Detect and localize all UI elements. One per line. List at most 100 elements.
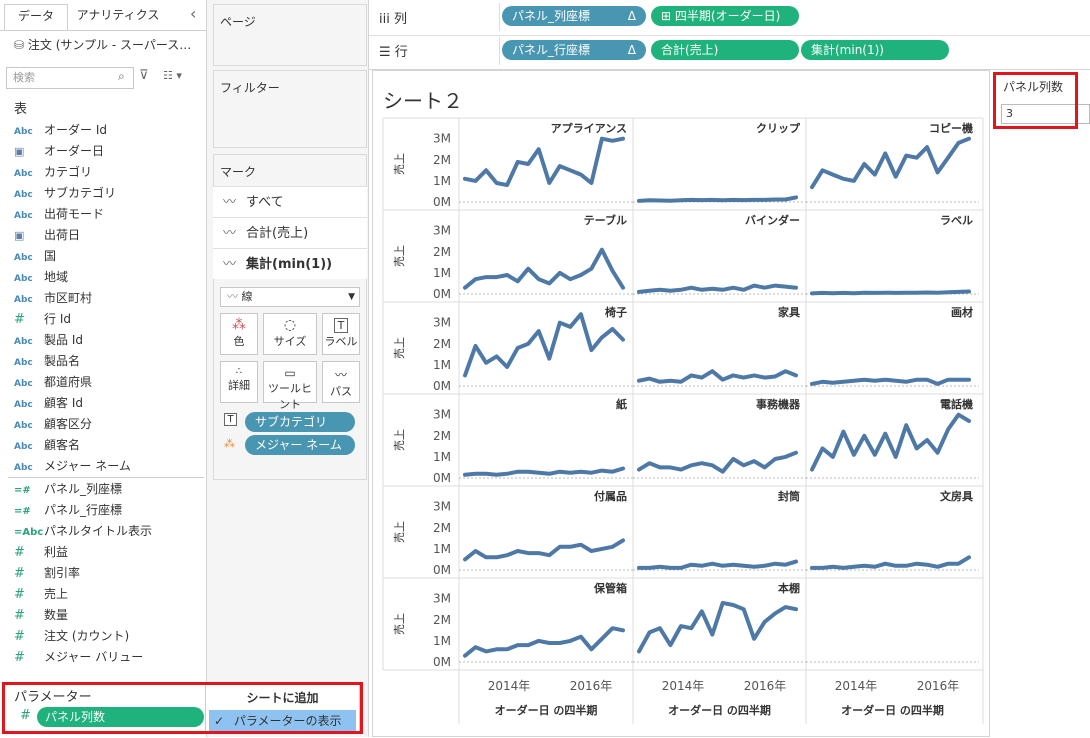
collapse-pane-icon[interactable]: ‹ [190,4,197,23]
mark-type-select[interactable]: 〰 線 ▼ [220,287,360,307]
view-area: シート２ 売上 0M 1M 2M 3M アプライアンス クリップ コピー機 売上 0M 1M 2M 3M… [372,70,990,737]
marks-agg-min[interactable]: 〰集計(min(1)) [213,248,367,279]
marks-sum-sales[interactable]: 〰合計(売上) [213,217,367,248]
field-item[interactable]: # 行 Id [14,309,71,330]
line-icon: 〰 [227,290,238,303]
view-options-icon[interactable]: ☷ ▾ [163,69,182,82]
field-item[interactable]: # 売上 [14,584,68,605]
plus-box-icon: ⊞ [661,9,672,23]
string-icon: Abc [14,379,33,389]
path-button[interactable]: 〰パス [322,361,360,403]
mark-pill-measure-names[interactable]: メジャー ネーム [245,435,355,455]
size-button[interactable]: ◌ サイズ [263,313,317,355]
field-label: 国 [44,249,57,263]
calendar-icon: ▣ [14,229,25,242]
field-item[interactable]: # 数量 [14,605,68,626]
y-tick-label: 2M [433,153,451,167]
y-tick-label: 2M [433,521,451,535]
field-item[interactable]: Abc 地域 [14,267,68,288]
search-input[interactable]: 検索 [6,67,134,89]
panel-title: 事務機器 [756,397,801,411]
detail-button[interactable]: ∴ 詳細 [220,361,258,403]
field-item[interactable]: # 利益 [14,542,68,563]
detail-icon: ∴ [235,366,243,377]
field-item[interactable]: =# パネル_列座標 [14,479,122,500]
x-tick-label: 2014年 [488,679,531,693]
tooltip-button[interactable]: ▭ ツールヒント [263,361,317,411]
field-item[interactable]: Abc メジャー ネーム [14,456,131,477]
columns-shelf[interactable] [499,3,1090,31]
rows-shelf-label: ☰ 行 [379,45,408,60]
line-icon: 〰 [223,195,237,210]
field-item[interactable]: =Abcパネルタイトル表示 [14,521,152,542]
number-icon: # [14,587,25,602]
field-item[interactable]: Abc 市区町村 [14,288,92,309]
number-icon: # [14,629,25,644]
tab-data[interactable]: データ [4,4,68,30]
shelves: iii 列 パネル_列座標 Δ ⊞ 四半期(オーダー日) ☰ 行 パネル_行座標 Δ… [369,0,1090,70]
field-item[interactable]: Abc 国 [14,246,56,267]
panel-title: ラベル [940,214,973,227]
menu-item-show-parameter[interactable]: ✓ パラメーターの表示 [209,710,356,732]
filter-icon[interactable]: ⊽ [139,68,149,83]
columns-shelf-label: iii 列 [379,12,407,27]
mark-pill-subcategory[interactable]: サブカテゴリ [245,412,355,432]
field-item[interactable]: ▣ 出荷日 [14,225,80,246]
field-label: パネル_列座標 [44,482,123,496]
string-icon: Abc [14,274,33,284]
string-icon: Abc [14,358,33,368]
label-button[interactable]: T ラベル [322,313,360,355]
row-pill-sum-sales[interactable]: 合計(売上) [651,40,799,60]
panel-title: 家具 [778,305,800,319]
field-item[interactable]: =# パネル_行座標 [14,500,122,521]
y-tick-label: 1M [433,358,451,372]
field-item[interactable]: Abc サブカテゴリ [14,183,116,204]
panel-title: 椅子 [605,305,627,319]
y-axis-label: 売上 [393,429,406,451]
field-item[interactable]: Abc 顧客 Id [14,393,83,414]
field-item[interactable]: # 割引率 [14,563,80,584]
field-item[interactable]: Abc カテゴリ [14,162,92,183]
series-line [637,600,798,654]
panel-title: クリップ [756,121,801,135]
datasource-name[interactable]: ⛁ 注文 (サンプル - スーパース… [14,38,192,52]
y-tick-label: 3M [433,316,451,330]
marks-all[interactable]: 〰すべて [213,186,367,217]
field-item[interactable]: Abc 製品 Id [14,330,83,351]
field-item[interactable]: Abc オーダー Id [14,120,107,141]
rows-shelf[interactable] [499,37,1090,65]
row-pill-agg-min[interactable]: 集計(min(1)) [801,40,949,60]
y-tick-label: 0M [433,195,451,209]
line-icon: 〰 [223,226,237,241]
color-icon: ⁂ [232,317,246,333]
series-line [637,283,798,294]
series-line [637,369,798,384]
row-pill-panel-row[interactable]: パネル_行座標 Δ [502,40,646,60]
filters-shelf[interactable]: フィルター [213,70,367,148]
col-pill-panel-col[interactable]: パネル_列座標 Δ [502,6,646,26]
field-item[interactable]: Abc 顧客名 [14,435,80,456]
series-line [637,559,798,570]
field-item[interactable]: ▣ オーダー日 [14,141,104,162]
col-pill-quarter[interactable]: ⊞ 四半期(オーダー日) [651,6,799,26]
color-button[interactable]: ⁂ 色 [220,313,258,355]
size-icon: ◌ [283,317,297,333]
field-item[interactable]: Abc 都道府県 [14,372,92,393]
field-item[interactable]: Abc 製品名 [14,351,80,372]
string-icon: Abc [14,421,33,431]
field-item[interactable]: # 注文 (カウント) [14,626,129,647]
field-item[interactable]: # メジャー バリュー [14,647,143,668]
string-icon: Abc [14,253,33,263]
y-tick-label: 2M [433,613,451,627]
field-label: 市区町村 [44,291,93,305]
search-icon: ⌕ [118,69,125,83]
panel-title: 画材 [951,305,973,319]
parameter-pill[interactable]: パネル列数 [37,707,204,727]
tab-analytics[interactable]: アナリティクス [76,8,160,22]
pages-shelf[interactable]: ページ [213,4,367,66]
field-label: パネル_行座標 [44,503,123,517]
y-axis-label: 売上 [393,613,406,635]
field-item[interactable]: Abc 顧客区分 [14,414,92,435]
field-item[interactable]: Abc 出荷モード [14,204,104,225]
x-tick-label: 2016年 [917,679,960,693]
